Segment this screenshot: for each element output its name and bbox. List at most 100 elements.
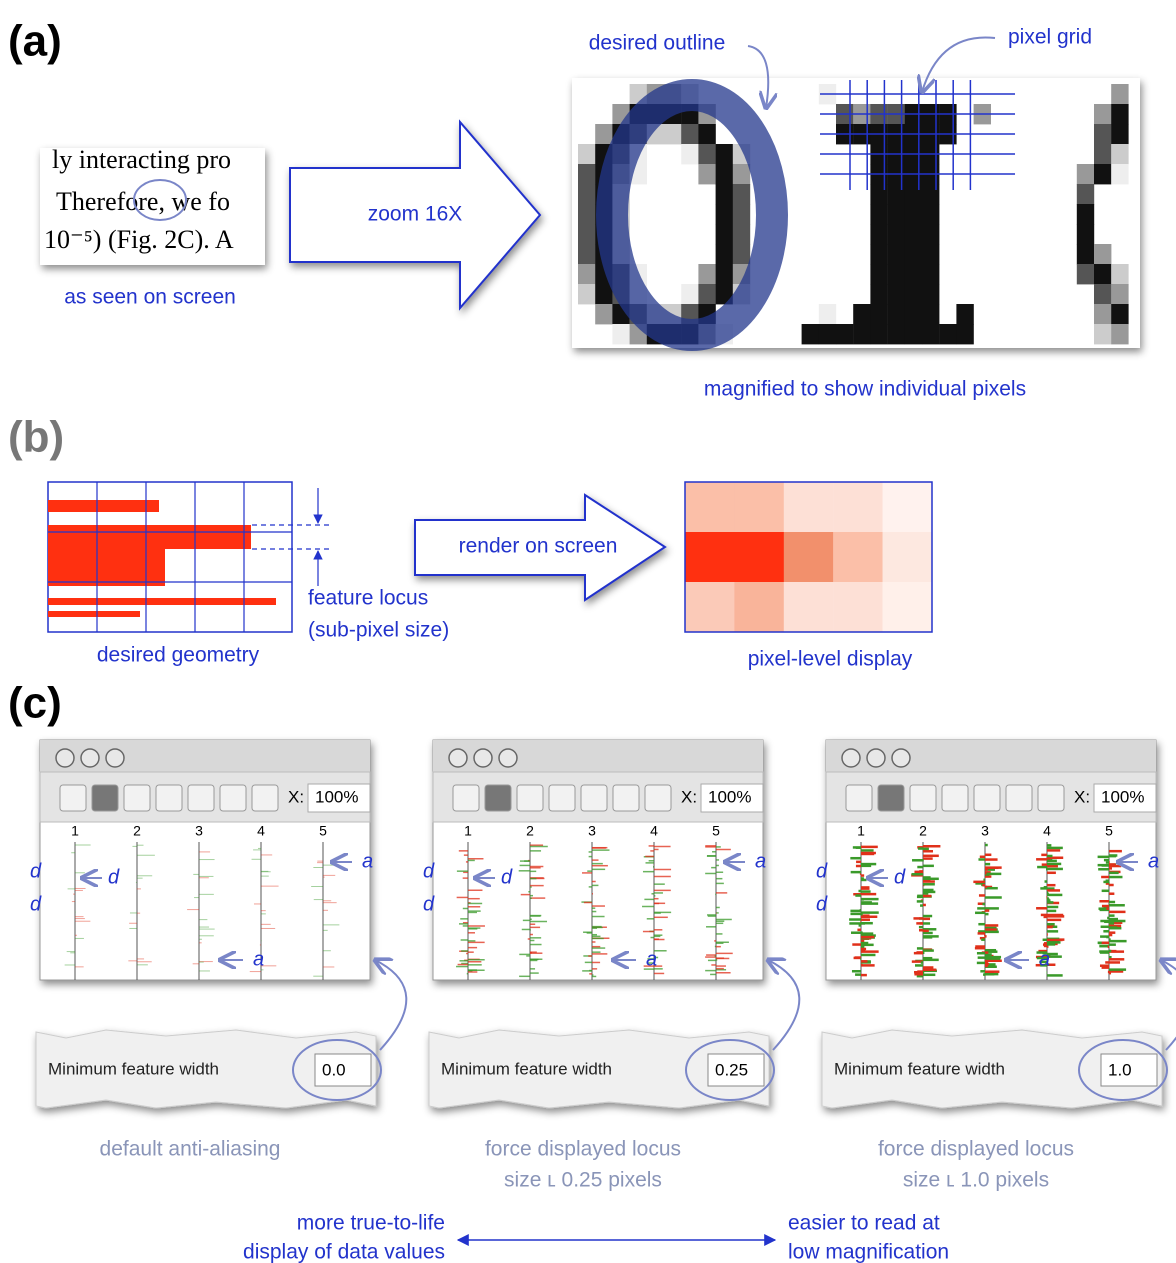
window-button [473, 748, 493, 768]
display-pixel [833, 582, 883, 633]
zoom-value: 100% [1101, 787, 1144, 806]
field-value: 0.25 [715, 1060, 748, 1079]
pixel [818, 324, 837, 345]
window-button [55, 748, 75, 768]
pixel [715, 144, 733, 165]
pixel [870, 284, 888, 305]
pixel [870, 324, 888, 345]
zoom-label: X: [1074, 787, 1090, 806]
annotation: a [755, 850, 766, 872]
pixel-display [685, 482, 933, 633]
field-label: Minimum feature width [441, 1059, 612, 1078]
track-number: 5 [712, 823, 720, 839]
pixel [904, 284, 923, 305]
pixel [1111, 304, 1129, 325]
track-number: 4 [1043, 823, 1051, 839]
pixel [578, 284, 596, 305]
screen-snippet [40, 148, 265, 265]
scale-end: more true-to-life [297, 1212, 445, 1235]
tool-icon [548, 784, 576, 812]
tool-icon [909, 784, 937, 812]
pixel [1094, 264, 1112, 285]
tool-icon [484, 784, 512, 812]
window-button [448, 748, 468, 768]
pixel [870, 264, 888, 285]
pixel [715, 164, 733, 185]
pixel [887, 284, 905, 305]
tool-icon [452, 784, 480, 812]
track-number: 3 [195, 823, 203, 839]
pixel [681, 124, 699, 145]
caption: force displayed locus [878, 1138, 1074, 1161]
pixel [956, 304, 974, 325]
tool-icon [941, 784, 969, 812]
tool-icon [251, 784, 279, 812]
field-circle [685, 1039, 775, 1101]
annotation: d [816, 860, 828, 882]
caption: magnified to show individual pixels [704, 378, 1026, 401]
pixel [887, 264, 905, 285]
feature [48, 549, 165, 586]
field-box [1100, 1053, 1158, 1087]
pixel [732, 224, 751, 245]
scale-end: easier to read at [788, 1212, 940, 1235]
arrow-label: zoom 16X [368, 203, 463, 226]
pixel [1076, 204, 1095, 225]
track-number: 3 [981, 823, 989, 839]
pixel [698, 164, 716, 185]
window-button [841, 748, 861, 768]
display-pixel [783, 482, 834, 533]
pixel [922, 204, 940, 225]
zoom-field [700, 783, 764, 813]
pixel [732, 204, 751, 225]
pixel [904, 244, 923, 265]
track-number: 3 [588, 823, 596, 839]
annotation: a [646, 948, 657, 970]
pixel [853, 304, 871, 325]
pixel [818, 304, 837, 325]
window-button [891, 748, 911, 768]
pixel [681, 284, 699, 305]
pixel [1094, 284, 1112, 305]
pixel [887, 244, 905, 265]
display-pixel [685, 582, 735, 633]
caption: default anti-aliasing [100, 1138, 281, 1161]
scale-end: display of data values [243, 1241, 445, 1263]
pixel [578, 264, 596, 285]
pixel [1076, 164, 1095, 185]
pixel [578, 244, 596, 265]
tool-icon [845, 784, 873, 812]
annotation: a [1039, 948, 1050, 970]
field-value: 1.0 [1108, 1060, 1132, 1079]
pixel [578, 164, 596, 185]
callout-arrow [747, 45, 768, 108]
panel-label: (c) [8, 679, 62, 728]
pixel [612, 324, 630, 345]
annotation: a [1148, 850, 1159, 872]
pixel [732, 244, 751, 265]
pixel [801, 324, 819, 345]
pixel [1111, 164, 1129, 185]
feature [48, 525, 251, 549]
feature [48, 611, 140, 617]
pixel [1111, 284, 1129, 305]
display-pixel [833, 482, 883, 533]
pixel [1111, 144, 1129, 165]
track-number: 4 [650, 823, 658, 839]
pixel [715, 284, 733, 305]
annotation: d [108, 866, 120, 888]
track-number: 2 [133, 823, 141, 839]
annotation: feature locus [308, 587, 428, 610]
snippet-line: ly interacting pro [52, 145, 231, 174]
annotation: d [30, 860, 42, 882]
tool-icon [59, 784, 87, 812]
track-number: 2 [919, 823, 927, 839]
pixel [870, 204, 888, 225]
pixel [578, 204, 596, 225]
pixel [904, 324, 923, 345]
annotation: d [894, 866, 906, 888]
track-number: 1 [464, 823, 472, 839]
pixel [1111, 324, 1129, 345]
